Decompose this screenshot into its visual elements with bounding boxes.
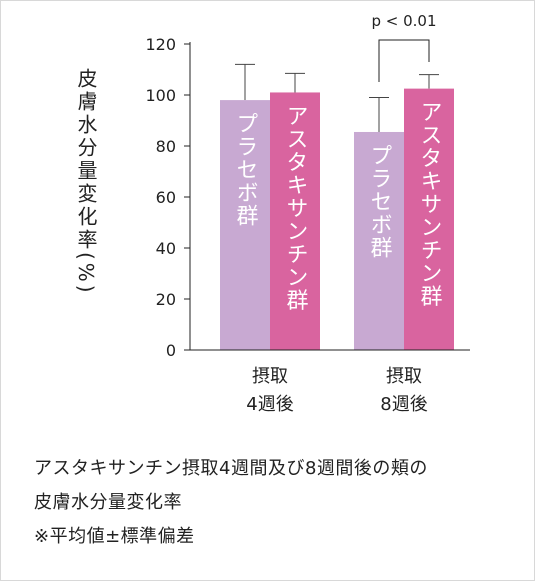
y-tick-label: 40 <box>156 239 176 258</box>
y-tick-label: 120 <box>145 35 176 54</box>
y-tick-label: 60 <box>156 188 176 207</box>
significance-bracket <box>378 39 430 82</box>
caption-line-3: ※平均値±標準偏差 <box>34 526 195 547</box>
x-tick-label-line1: 摂取 <box>386 366 422 387</box>
bar-series-label: アスタキサンチン群 <box>417 101 443 308</box>
y-axis-title: 皮膚水分量変化率(%) <box>74 68 98 296</box>
bar-series-label: アスタキサンチン群 <box>283 104 309 311</box>
bar <box>354 131 404 350</box>
x-tick-label-line2: 4週後 <box>246 394 293 415</box>
y-tick-label: 80 <box>156 137 176 156</box>
caption-line-1: アスタキサンチン摂取4週間及び8週間後の頬の <box>34 458 428 479</box>
y-tick-label: 20 <box>156 290 176 309</box>
caption-line-2: 皮膚水分量変化率 <box>34 492 182 513</box>
y-tick-label: 100 <box>145 86 176 105</box>
bar <box>270 92 320 350</box>
significance-label: p < 0.01 <box>371 12 436 30</box>
y-tick-label: 0 <box>166 341 176 360</box>
bar-series-label: プラセボ群 <box>233 112 259 227</box>
x-tick-label-line1: 摂取 <box>252 366 288 387</box>
x-tick-label-line2: 8週後 <box>380 394 427 415</box>
bar <box>220 100 270 350</box>
figure-caption: アスタキサンチン摂取4週間及び8週間後の頬の 皮膚水分量変化率 ※平均値±標準偏… <box>34 452 428 554</box>
bar <box>404 88 454 350</box>
bar-series-label: プラセボ群 <box>367 144 393 259</box>
